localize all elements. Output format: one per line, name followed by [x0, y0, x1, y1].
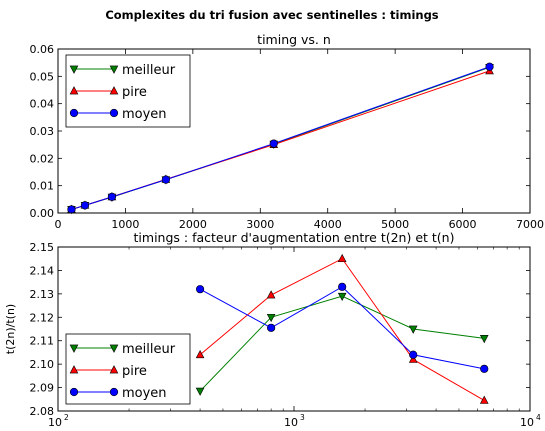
x-tick-exponent: 3 [300, 413, 305, 422]
plot-frame [57, 246, 531, 412]
y-tick-label: 2.12 [30, 311, 55, 324]
data-point-pire [479, 395, 489, 404]
x-tick-label: 10 [48, 416, 62, 429]
data-point-pire [195, 349, 205, 359]
data-point-pire [337, 253, 347, 263]
figure-title: Complexites du tri fusion avec sentinell… [105, 8, 438, 22]
x-tick-exponent: 4 [536, 413, 541, 422]
legend-marker-meilleur [69, 65, 79, 74]
y-tick-label: 2.15 [30, 241, 55, 254]
data-point-moyen [480, 364, 489, 373]
data-point-moyen [80, 201, 90, 210]
legend-label-moyen: moyen [122, 107, 167, 122]
y-tick-label: 0.03 [30, 125, 55, 138]
y-tick-label: 2.11 [30, 335, 55, 348]
y-tick-label: 2.10 [30, 358, 55, 371]
data-point-moyen [267, 323, 276, 332]
series-line-pire [199, 258, 485, 401]
legend-marker-meilleur [109, 65, 119, 74]
legend-marker-moyen [109, 387, 119, 397]
legend-marker-moyen [109, 108, 119, 118]
data-point-moyen [195, 285, 205, 294]
data-point-meilleur [479, 335, 489, 344]
data-point-moyen [269, 139, 278, 148]
legend-marker-moyen [69, 108, 79, 118]
x-tick-label: 10 [520, 416, 534, 429]
legend-marker-pire [69, 365, 79, 374]
legend-marker-meilleur [109, 344, 119, 353]
x-tick-label: 6000 [449, 218, 477, 231]
legend-label-meilleur: meilleur [122, 63, 176, 78]
data-point-moyen [338, 282, 347, 291]
data-point-meilleur [195, 387, 205, 396]
data-point-meilleur [408, 325, 418, 334]
legend-label-meilleur: meilleur [122, 342, 176, 357]
data-point-moyen [67, 205, 76, 214]
legend-marker-moyen [69, 387, 79, 397]
y-tick-label: 0.02 [30, 152, 55, 165]
x-tick-label: 2000 [179, 218, 207, 231]
series-line-meilleur [199, 295, 485, 392]
legend-marker-pire [69, 86, 79, 95]
data-point-meilleur [337, 292, 347, 302]
chart-growth-factor: timings : facteur d'augmentation entre t… [4, 230, 541, 429]
x-tick-label: 7000 [516, 218, 544, 231]
data-point-meilleur [266, 313, 276, 323]
legend-label-moyen: moyen [122, 386, 167, 401]
legend-marker-pire [109, 365, 119, 374]
y-axis-label: t(2n)/t(n) [4, 304, 17, 354]
y-tick-label: 2.14 [30, 264, 55, 277]
data-point-pire [266, 290, 276, 299]
y-tick-label: 2.09 [30, 382, 55, 395]
x-tick-label: 5000 [381, 218, 409, 231]
data-point-moyen [161, 175, 170, 184]
legend-label-pire: pire [122, 364, 147, 379]
legend: meilleur pire moyen [65, 333, 191, 405]
y-tick-label: 0.01 [30, 180, 55, 193]
y-tick-label: 0.04 [30, 98, 55, 111]
y-tick-label: 0.00 [30, 207, 55, 220]
legend-label-pire: pire [122, 85, 147, 100]
x-tick-label: 4000 [314, 218, 342, 231]
data-point-moyen [485, 62, 494, 71]
y-tick-label: 2.08 [30, 405, 55, 418]
x-tick-label: 1000 [111, 218, 139, 231]
x-tick-exponent: 2 [64, 413, 69, 422]
data-point-moyen [409, 350, 418, 359]
x-tick-label: 0 [55, 218, 62, 231]
data-point-moyen [107, 192, 117, 201]
x-tick-label: 3000 [246, 218, 274, 231]
y-tick-label: 0.06 [30, 43, 55, 56]
legend: meilleur pire moyen [65, 54, 191, 128]
chart-title: timing vs. n [257, 32, 331, 47]
chart-title: timings : facteur d'augmentation entre t… [134, 230, 455, 245]
y-tick-label: 0.05 [30, 70, 55, 83]
plot-frame [57, 48, 531, 214]
legend-marker-pire [109, 86, 119, 95]
chart-timing-vs-n: timing vs. n 0.00 0.01 0.02 0.03 0.04 0.05 0.06… [30, 32, 545, 231]
y-tick-label: 2.13 [30, 288, 55, 301]
legend-marker-meilleur [69, 344, 79, 353]
data-point-pire [408, 354, 418, 363]
x-tick-label: 10 [284, 416, 298, 429]
